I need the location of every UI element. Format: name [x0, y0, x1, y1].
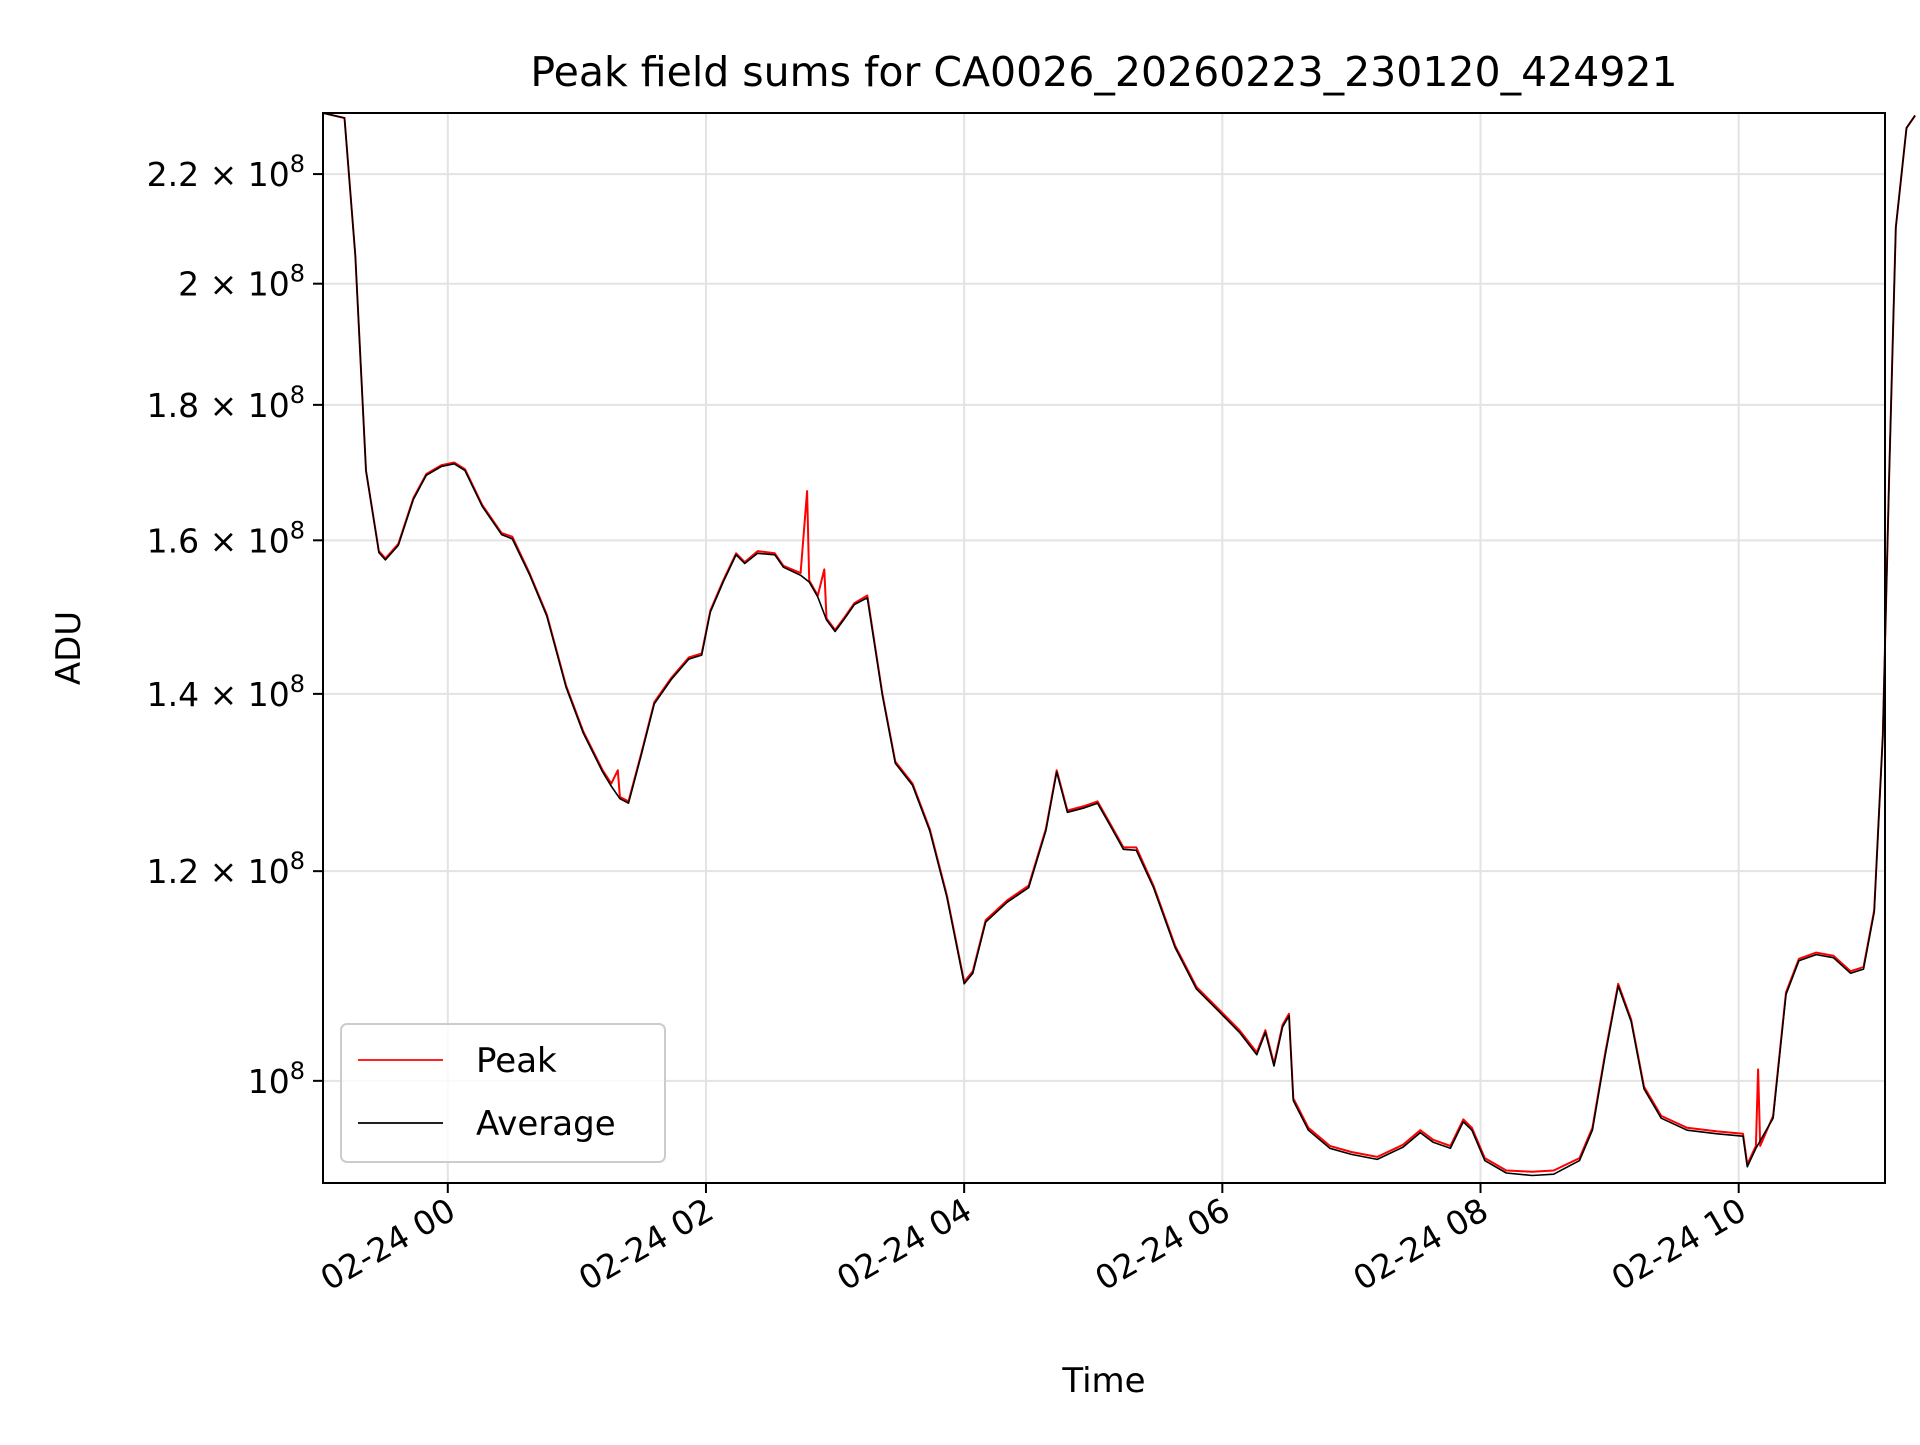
legend-label-average: Average — [476, 1104, 616, 1144]
plot-frame — [322, 112, 1886, 1184]
grid-lines — [323, 113, 1885, 1183]
series-line-average — [322, 112, 1916, 1177]
y-axis: 108 1.2 × 108 1.4 × 108 1.6 × 108 1.8 × 108 2… — [147, 150, 323, 1101]
y-tick-label-2: 1.4 × 108 — [147, 670, 305, 714]
x-axis-label: Time — [1061, 1361, 1145, 1401]
y-tick-label-4: 1.8 × 108 — [147, 381, 305, 425]
y-tick-label-6: 2.2 × 108 — [147, 150, 305, 194]
y-tick-label-5: 2 × 108 — [178, 260, 305, 304]
y-tick-label-1: 1.2 × 108 — [147, 847, 305, 891]
series-group — [322, 112, 1916, 1177]
legend-box — [340, 1023, 666, 1163]
y-axis-label: ADU — [49, 611, 89, 685]
y-tick-label-3: 1.6 × 108 — [147, 516, 305, 560]
legend: Peak Average — [340, 1023, 666, 1163]
legend-label-peak: Peak — [476, 1041, 557, 1081]
chart-title: Peak field sums for CA0026_20260223_2301… — [530, 48, 1677, 96]
y-tick-label-0: 108 — [248, 1057, 305, 1101]
